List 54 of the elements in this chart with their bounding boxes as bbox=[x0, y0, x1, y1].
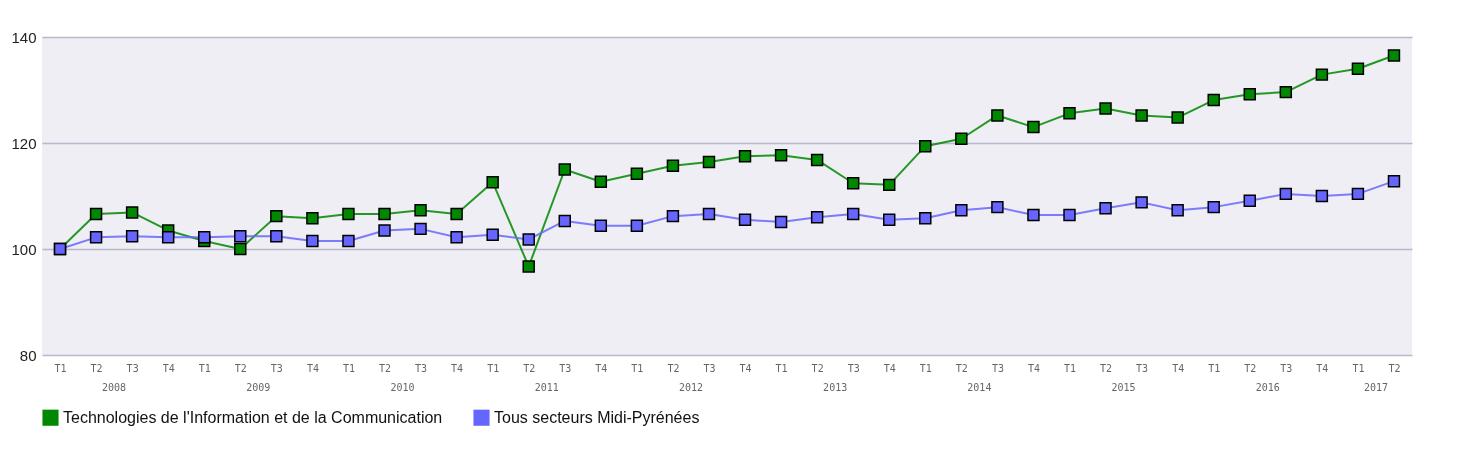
x-tick-label: T4 bbox=[595, 362, 608, 374]
x-tick-label: T1 bbox=[1208, 362, 1221, 374]
x-tick-label: T2 bbox=[378, 362, 392, 374]
x-tick-label: T3 bbox=[703, 362, 716, 374]
x-tick-label: T2 bbox=[955, 362, 968, 374]
text: 2015 bbox=[1111, 382, 1136, 393]
x-tick-label: T4 bbox=[883, 362, 896, 374]
x-tick-label: T1 bbox=[919, 362, 932, 374]
x-tick-label: T3 bbox=[126, 362, 139, 374]
x-tick-label: T1 bbox=[54, 362, 67, 374]
text: 2010 bbox=[390, 382, 415, 393]
text: 2013 bbox=[823, 382, 848, 393]
x-tick-label: T2 bbox=[234, 362, 247, 374]
x-tick-label: T2 bbox=[667, 362, 680, 374]
text: 2014 bbox=[967, 382, 992, 393]
x-tick-label: T3 bbox=[1136, 362, 1149, 374]
text: 2016 bbox=[1255, 382, 1280, 393]
y-tick-label: 140 bbox=[11, 28, 37, 46]
x-tick-label: T2 bbox=[1388, 362, 1401, 374]
x-tick-label: T3 bbox=[1280, 362, 1293, 374]
x-tick-label: T1 bbox=[342, 362, 355, 374]
text: 2012 bbox=[678, 382, 703, 393]
x-tick-label: T4 bbox=[1172, 362, 1185, 374]
x-tick-label: T3 bbox=[559, 362, 572, 374]
legend-label: Technologies de l'Information et de la Communication bbox=[63, 408, 443, 426]
x-tick-label: T1 bbox=[1352, 362, 1365, 374]
x-tick-label: T4 bbox=[1316, 362, 1329, 374]
x-tick-label: T1 bbox=[198, 362, 211, 374]
x-tick-label: T1 bbox=[1063, 362, 1077, 374]
text: 2017 bbox=[1363, 382, 1388, 393]
x-tick-label: T4 bbox=[451, 362, 464, 374]
x-tick-label: T2 bbox=[811, 362, 824, 374]
x-tick-label: T1 bbox=[631, 362, 644, 374]
text: 2008 bbox=[102, 382, 127, 393]
x-tick-label: T4 bbox=[1027, 362, 1040, 374]
x-tick-label: T2 bbox=[1100, 362, 1113, 374]
x-tick-label: T2 bbox=[1244, 362, 1257, 374]
legend-label: Tous secteurs Midi-Pyrénées bbox=[494, 408, 700, 426]
x-tick-label: T1 bbox=[487, 362, 500, 374]
text: 2009 bbox=[246, 382, 271, 393]
x-tick-label: T4 bbox=[739, 362, 752, 374]
x-tick-label: T4 bbox=[162, 362, 175, 374]
y-tick-label: 80 bbox=[19, 346, 37, 364]
x-tick-label: T4 bbox=[306, 362, 319, 374]
x-tick-label: T2 bbox=[90, 362, 103, 374]
x-tick-label: T1 bbox=[775, 362, 788, 374]
x-tick-label: T3 bbox=[991, 362, 1004, 374]
x-tick-label: T3 bbox=[847, 362, 860, 374]
y-tick-label: 120 bbox=[11, 134, 37, 152]
y-tick-label: 100 bbox=[11, 240, 37, 258]
x-tick-label: T3 bbox=[415, 362, 428, 374]
x-tick-label: T2 bbox=[523, 362, 536, 374]
x-tick-label: T3 bbox=[270, 362, 283, 374]
text: 2011 bbox=[534, 382, 559, 393]
